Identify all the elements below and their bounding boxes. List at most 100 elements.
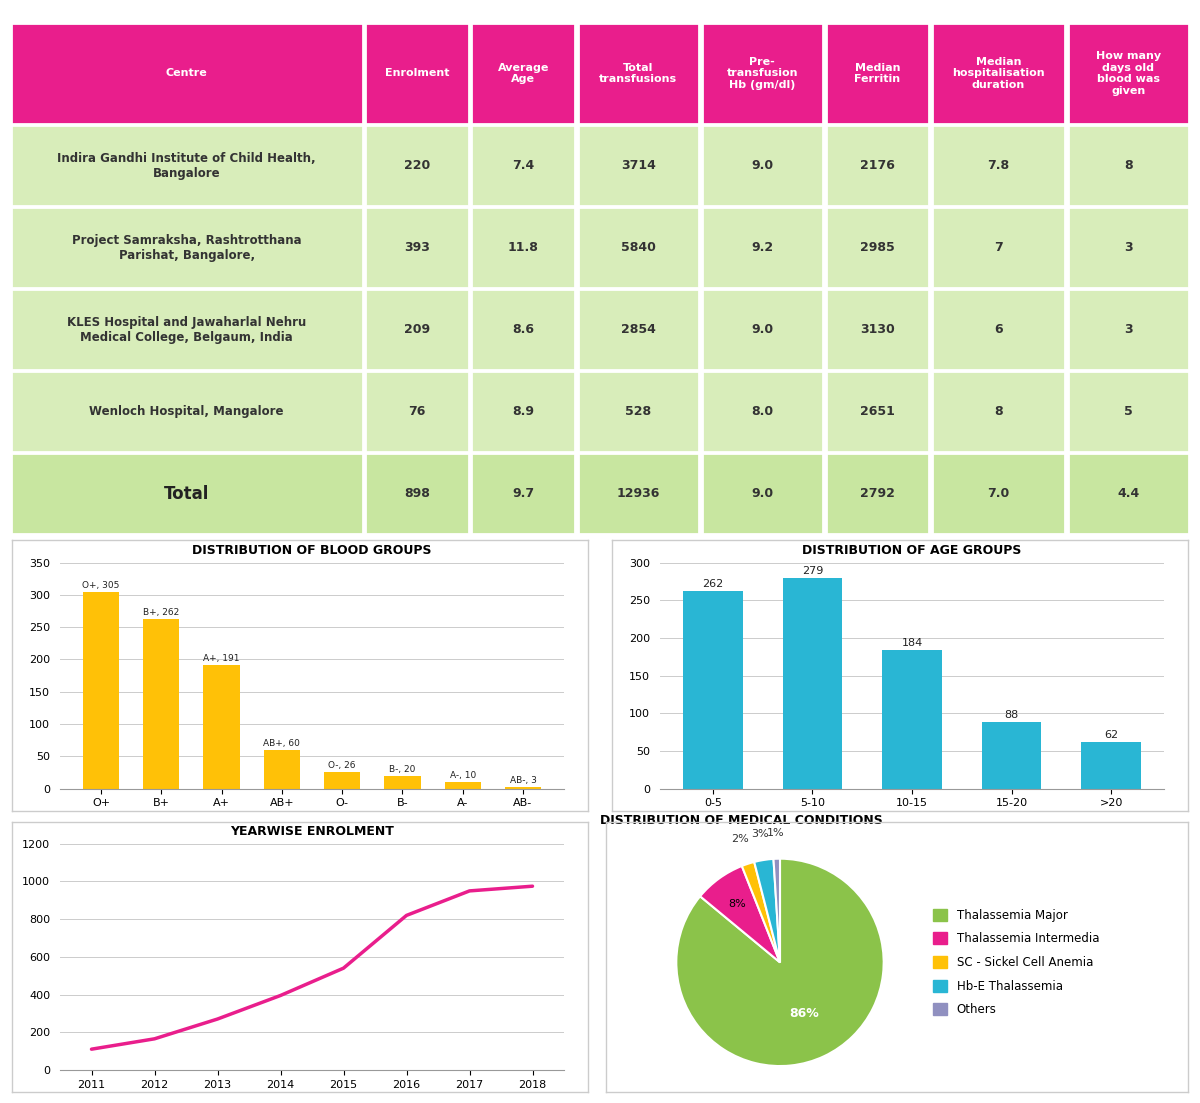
Wedge shape — [700, 866, 780, 962]
Text: 62: 62 — [1104, 730, 1118, 740]
Text: 2176: 2176 — [860, 159, 895, 172]
FancyBboxPatch shape — [365, 125, 469, 206]
Text: 8%: 8% — [728, 899, 746, 909]
Bar — [445, 782, 481, 789]
FancyBboxPatch shape — [826, 453, 930, 535]
Text: 5840: 5840 — [620, 242, 656, 254]
Text: Project Samraksha, Rashtrotthana
Parishat, Bangalore,: Project Samraksha, Rashtrotthana Parisha… — [72, 234, 301, 261]
Text: 2792: 2792 — [860, 488, 895, 501]
Text: 8: 8 — [995, 406, 1003, 418]
Text: 8: 8 — [1124, 159, 1133, 172]
Text: 279: 279 — [802, 566, 823, 576]
Bar — [982, 722, 1042, 789]
Wedge shape — [774, 858, 780, 962]
Text: B-, 20: B-, 20 — [389, 764, 415, 774]
Bar — [882, 650, 942, 789]
Title: YEARWISE ENROLMENT: YEARWISE ENROLMENT — [230, 825, 394, 838]
Text: 9.0: 9.0 — [751, 159, 774, 172]
FancyBboxPatch shape — [577, 125, 700, 206]
FancyBboxPatch shape — [702, 289, 823, 371]
FancyBboxPatch shape — [472, 289, 575, 371]
Text: 9.0: 9.0 — [751, 323, 774, 336]
FancyBboxPatch shape — [11, 289, 362, 371]
FancyBboxPatch shape — [826, 207, 930, 288]
Text: Centre: Centre — [166, 68, 208, 78]
FancyBboxPatch shape — [11, 125, 362, 206]
Text: 7: 7 — [994, 242, 1003, 254]
Text: B+, 262: B+, 262 — [143, 609, 180, 618]
Text: 2854: 2854 — [620, 323, 656, 336]
Bar — [782, 578, 842, 789]
FancyBboxPatch shape — [1068, 372, 1189, 452]
Bar — [83, 591, 119, 789]
Text: KLES Hospital and Jawaharlal Nehru
Medical College, Belgaum, India: KLES Hospital and Jawaharlal Nehru Medic… — [67, 315, 306, 344]
FancyBboxPatch shape — [702, 125, 823, 206]
FancyBboxPatch shape — [702, 207, 823, 288]
Text: 7.8: 7.8 — [988, 159, 1009, 172]
FancyBboxPatch shape — [1068, 453, 1189, 535]
Text: 393: 393 — [404, 242, 430, 254]
FancyBboxPatch shape — [472, 207, 575, 288]
FancyBboxPatch shape — [577, 289, 700, 371]
Text: 2%: 2% — [731, 834, 749, 844]
FancyBboxPatch shape — [932, 372, 1066, 452]
FancyBboxPatch shape — [472, 372, 575, 452]
Text: 5: 5 — [1124, 406, 1133, 418]
Text: 12936: 12936 — [617, 488, 660, 501]
FancyBboxPatch shape — [11, 372, 362, 452]
Text: 4.4: 4.4 — [1117, 488, 1140, 501]
Text: Total: Total — [164, 485, 210, 503]
FancyBboxPatch shape — [577, 372, 700, 452]
Text: 2985: 2985 — [860, 242, 895, 254]
Text: 6: 6 — [995, 323, 1003, 336]
FancyBboxPatch shape — [932, 207, 1066, 288]
Text: 3714: 3714 — [620, 159, 656, 172]
Wedge shape — [755, 859, 780, 962]
FancyBboxPatch shape — [577, 207, 700, 288]
FancyBboxPatch shape — [702, 453, 823, 535]
FancyBboxPatch shape — [826, 372, 930, 452]
Text: 9.7: 9.7 — [512, 488, 534, 501]
Text: O-, 26: O-, 26 — [329, 761, 356, 770]
Text: 3130: 3130 — [860, 323, 895, 336]
Text: 2651: 2651 — [860, 406, 895, 418]
Text: Median
hospitalisation
duration: Median hospitalisation duration — [953, 56, 1045, 90]
Text: 7.4: 7.4 — [512, 159, 534, 172]
Text: 184: 184 — [901, 638, 923, 647]
FancyBboxPatch shape — [365, 289, 469, 371]
FancyBboxPatch shape — [702, 372, 823, 452]
Text: 8.6: 8.6 — [512, 323, 534, 336]
Text: 8.9: 8.9 — [512, 406, 534, 418]
FancyBboxPatch shape — [365, 372, 469, 452]
FancyBboxPatch shape — [365, 453, 469, 535]
Text: 86%: 86% — [790, 1007, 820, 1020]
Text: AB-, 3: AB-, 3 — [510, 775, 536, 784]
Text: A+, 191: A+, 191 — [203, 654, 240, 663]
FancyBboxPatch shape — [826, 22, 930, 125]
Bar — [264, 750, 300, 789]
Text: Median
Ferritin: Median Ferritin — [854, 63, 900, 84]
Bar — [1081, 742, 1141, 789]
FancyBboxPatch shape — [1068, 22, 1189, 125]
Text: Enrolment: Enrolment — [385, 68, 449, 78]
FancyBboxPatch shape — [472, 22, 575, 125]
FancyBboxPatch shape — [932, 289, 1066, 371]
FancyBboxPatch shape — [577, 453, 700, 535]
FancyBboxPatch shape — [11, 22, 362, 125]
Text: 76: 76 — [408, 406, 426, 418]
Bar — [384, 775, 420, 789]
Text: 898: 898 — [404, 488, 430, 501]
Text: 3: 3 — [1124, 242, 1133, 254]
Text: How many
days old
blood was
given: How many days old blood was given — [1096, 51, 1160, 96]
FancyBboxPatch shape — [11, 453, 362, 535]
Text: Average
Age: Average Age — [498, 63, 548, 84]
Wedge shape — [742, 861, 780, 962]
Text: 9.0: 9.0 — [751, 488, 774, 501]
FancyBboxPatch shape — [932, 453, 1066, 535]
Text: 3%: 3% — [751, 829, 768, 839]
Bar — [324, 772, 360, 789]
FancyBboxPatch shape — [11, 207, 362, 288]
FancyBboxPatch shape — [577, 22, 700, 125]
FancyBboxPatch shape — [826, 289, 930, 371]
Title: DISTRIBUTION OF BLOOD GROUPS: DISTRIBUTION OF BLOOD GROUPS — [192, 544, 432, 557]
